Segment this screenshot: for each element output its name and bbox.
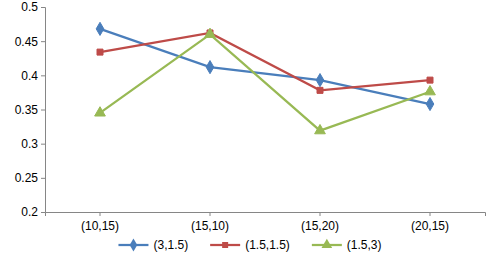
y-tick-mark bbox=[41, 212, 45, 213]
y-tick-label: 0.45 bbox=[15, 35, 39, 49]
x-tick-label: (20,15) bbox=[411, 219, 449, 233]
series-marker bbox=[205, 28, 216, 37]
plot: 0.20.250.30.350.40.450.5(10,15)(15,10)(1… bbox=[15, 0, 486, 232]
y-tick: 0.25 bbox=[15, 171, 45, 185]
x-axis: (10,15) (15,10) (15,20) (20,15) bbox=[46, 212, 486, 233]
legend-item: (3,1.5) bbox=[118, 238, 188, 252]
y-tick-mark bbox=[41, 7, 45, 8]
y-tick-label: 0.3 bbox=[21, 137, 38, 151]
series-marker bbox=[95, 107, 106, 116]
x-tick: (15,10) bbox=[191, 212, 229, 233]
x-tick: (15,20) bbox=[301, 212, 339, 233]
y-tick-label: 0.25 bbox=[15, 171, 39, 185]
y-tick: 0.45 bbox=[15, 35, 45, 49]
x-tick-mark bbox=[430, 212, 431, 216]
legend-marker bbox=[222, 242, 228, 248]
legend-label: (3,1.5) bbox=[153, 238, 188, 252]
x-tick: (10,15) bbox=[81, 212, 119, 233]
series-marker bbox=[317, 87, 323, 93]
y-tick: 0.4 bbox=[21, 69, 45, 83]
y-tick: 0.2 bbox=[21, 205, 45, 219]
series-marker bbox=[206, 61, 214, 74]
series-marker bbox=[425, 86, 436, 95]
y-tick-mark bbox=[41, 144, 45, 145]
series-marker bbox=[96, 22, 104, 35]
legend-marker bbox=[321, 239, 332, 248]
series-line bbox=[100, 29, 430, 104]
y-axis-line bbox=[41, 8, 46, 213]
y-tick-mark bbox=[41, 41, 45, 42]
series-marker bbox=[316, 74, 324, 87]
y-tick: 0.3 bbox=[21, 137, 45, 151]
x-tick: (20,15) bbox=[411, 212, 449, 233]
chart: 0.20.250.30.350.40.450.5(10,15)(15,10)(1… bbox=[0, 0, 500, 257]
series-marker bbox=[97, 49, 103, 55]
y-tick: 0.35 bbox=[15, 103, 45, 117]
legend-item: (1.5,3) bbox=[312, 238, 382, 252]
x-tick-mark bbox=[320, 212, 321, 216]
x-tick-label: (10,15) bbox=[81, 219, 119, 233]
legend-marker bbox=[130, 238, 138, 251]
y-tick-label: 0.5 bbox=[21, 0, 38, 14]
legend: (3,1.5) (1.5,1.5) (1.5,3) bbox=[118, 238, 381, 252]
x-tick-label: (15,20) bbox=[301, 219, 339, 233]
series-line bbox=[100, 34, 430, 130]
y-axis: 0.2 0.25 0.3 0.35 0.4 0.45 0.5 bbox=[15, 0, 46, 219]
y-tick-label: 0.35 bbox=[15, 103, 39, 117]
y-tick-mark bbox=[41, 178, 45, 179]
x-tick-label: (15,10) bbox=[191, 219, 229, 233]
legend-label: (1.5,3) bbox=[347, 238, 382, 252]
x-tick-mark bbox=[100, 212, 101, 216]
legend-label: (1.5,1.5) bbox=[245, 238, 290, 252]
series-marker bbox=[426, 97, 434, 110]
y-tick-label: 0.2 bbox=[21, 205, 38, 219]
y-tick-mark bbox=[41, 75, 45, 76]
series-group bbox=[95, 22, 436, 133]
x-axis-line bbox=[46, 213, 486, 217]
y-tick-mark bbox=[41, 110, 45, 111]
y-tick-label: 0.4 bbox=[21, 69, 38, 83]
x-tick-mark bbox=[210, 212, 211, 216]
y-tick: 0.5 bbox=[21, 0, 45, 14]
series-marker bbox=[315, 124, 326, 133]
legend-item: (1.5,1.5) bbox=[210, 238, 290, 252]
series-marker bbox=[427, 77, 433, 83]
